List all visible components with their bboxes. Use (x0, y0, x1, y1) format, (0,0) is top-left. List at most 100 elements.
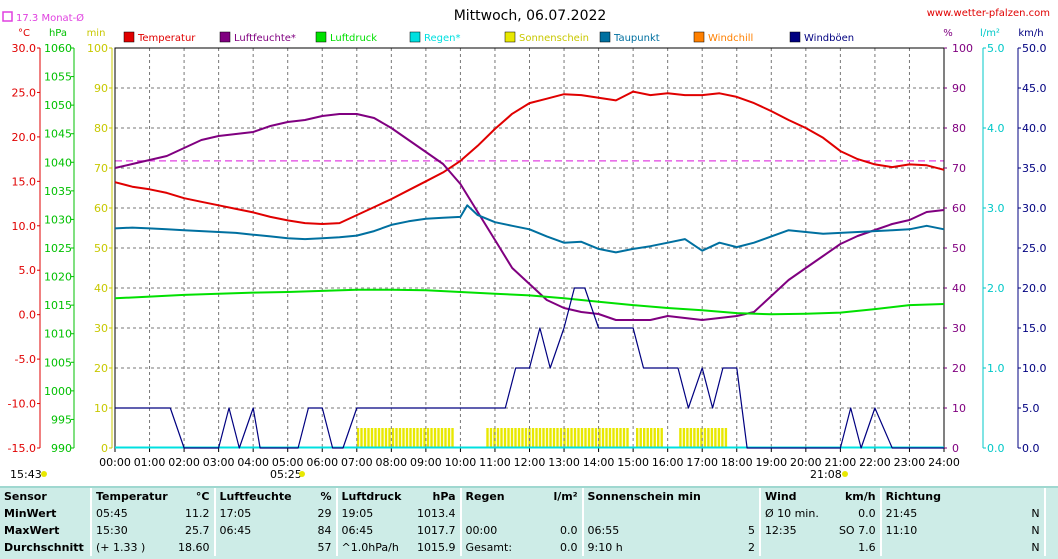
rain-min-time (459, 505, 542, 522)
rain-avg-note: Gesamt: (459, 539, 542, 556)
table-row: Durchschnitt (+ 1.33 ) 18.60 57 ^1.0hPa/… (0, 539, 1058, 556)
row-label: MinWert (4, 507, 57, 520)
temperature-tick-label: 20.0 (12, 131, 37, 144)
humidity-tick-label: 50 (952, 242, 966, 255)
hum-avg-value: 57 (317, 541, 332, 554)
sunshine-bar (703, 428, 707, 448)
temperature-tick-label: -15.0 (8, 442, 36, 455)
wind-tick-label: 35.0 (1022, 162, 1047, 175)
series-pressure (114, 288, 945, 316)
x-tick-label: 23:00 (894, 456, 926, 469)
sunshine-bar (360, 428, 363, 448)
sunshine-bar (707, 428, 710, 448)
hum-min-time: 17:05 (213, 505, 296, 522)
sunshine-bar (430, 428, 433, 448)
sunshine-bar (721, 428, 724, 448)
legend-swatch (599, 31, 611, 43)
hum-max-time: 06:45 (213, 522, 296, 539)
temperature-tick-label: 5.0 (19, 264, 37, 277)
sunshine-bar (619, 428, 622, 448)
dir-min-time: 21:45 (879, 505, 998, 522)
x-tick-label: 19:00 (755, 456, 787, 469)
temp-max-value: 25.7 (185, 524, 210, 537)
rain-min-value (542, 505, 582, 522)
legend-label: Windböen (804, 33, 854, 44)
x-tick-label: 07:00 (341, 456, 373, 469)
wind-tick-label: 15.0 (1022, 322, 1047, 335)
press-header: Luftdruck (335, 488, 408, 505)
sunshine-bar (433, 428, 437, 448)
sun-max-time: 06:55 (581, 522, 715, 539)
sunshine-bar (409, 428, 412, 448)
x-tick-label: 03:00 (203, 456, 235, 469)
press-avg-note: ^1.0hPa/h (335, 539, 408, 556)
legend-label: Luftdruck (330, 33, 377, 44)
wind-header: Wind (758, 488, 835, 505)
sunshine-unit-label: min (87, 28, 106, 39)
dir-min-value: N (1031, 507, 1040, 520)
sunshine-bar (381, 428, 384, 448)
chart-series (114, 90, 945, 449)
humidity-tick-label: 20 (952, 362, 966, 375)
wind-tick-label: 30.0 (1022, 202, 1047, 215)
press-min-time: 19:05 (335, 505, 408, 522)
humidity-tick-label: 90 (952, 82, 966, 95)
sunshine-bar (577, 428, 580, 448)
sunshine-bar (612, 428, 615, 448)
row-label: Durchschnitt (4, 541, 84, 554)
sensor-header: Sensor (4, 490, 47, 503)
x-tick-label: 01:00 (134, 456, 166, 469)
rain-unit-label: l/m² (980, 28, 1000, 39)
sunshine-bar (714, 428, 717, 448)
summary-table: Sensor Temperatur °C Luftfeuchte % Luftd… (0, 486, 1058, 559)
website-link[interactable]: www.wetter-pfalzen.com (927, 8, 1050, 19)
sunshine-bar (391, 428, 395, 448)
pressure-tick-label: 1040 (44, 156, 72, 169)
sunshine-bar (489, 428, 493, 448)
humidity-tick-label: 60 (952, 202, 966, 215)
sunshine-tick-label: 60 (94, 202, 108, 215)
x-tick-label: 05:00 (272, 456, 304, 469)
x-tick-label: 20:00 (790, 456, 822, 469)
sunshine-bar (660, 428, 663, 448)
x-tick-label: 15:00 (617, 456, 649, 469)
temp-min-value: 11.2 (185, 507, 210, 520)
sunshine-bar (549, 428, 552, 448)
sun-icon (41, 471, 47, 477)
sunshine-bar (363, 428, 367, 448)
pressure-tick-label: 1025 (44, 242, 72, 255)
sunshine-bar (587, 428, 591, 448)
wind-unit: km/h (844, 490, 876, 503)
sunshine-bar (510, 428, 514, 448)
sunshine-bar (524, 428, 528, 448)
sunshine-bar (615, 428, 619, 448)
temperature-tick-label: 30.0 (12, 42, 37, 55)
sunshine-bar (591, 428, 594, 448)
rain-tick-label: 3.0 (987, 202, 1005, 215)
press-unit: hPa (432, 490, 456, 503)
sunshine-bar (367, 428, 370, 448)
humidity-tick-label: 10 (952, 402, 966, 415)
sunshine-bar (608, 428, 612, 448)
sunshine-bar (535, 428, 538, 448)
legend-label: Regen* (424, 33, 461, 44)
sunshine-bar (552, 428, 556, 448)
sunshine-bar (686, 428, 689, 448)
legend-swatch (123, 31, 135, 43)
wind-unit-label: km/h (1018, 28, 1043, 39)
legend-swatch (219, 31, 231, 43)
dir-avg-note (879, 539, 998, 556)
temperature-tick-label: 10.0 (12, 220, 37, 233)
sun-header: Sonnenschein min (581, 488, 759, 505)
pressure-tick-label: 1010 (44, 328, 72, 341)
wind-tick-label: 25.0 (1022, 242, 1047, 255)
sunshine-bar (643, 428, 646, 448)
press-max-time: 06:45 (335, 522, 408, 539)
sun-min-value (715, 505, 759, 522)
sunshine-bar (559, 428, 563, 448)
sunshine-bar (693, 428, 696, 448)
sunshine-bar (426, 428, 430, 448)
press-max-value: 1017.7 (417, 524, 456, 537)
sunshine-bar (653, 428, 656, 448)
rain-unit: l/m² (553, 490, 578, 503)
